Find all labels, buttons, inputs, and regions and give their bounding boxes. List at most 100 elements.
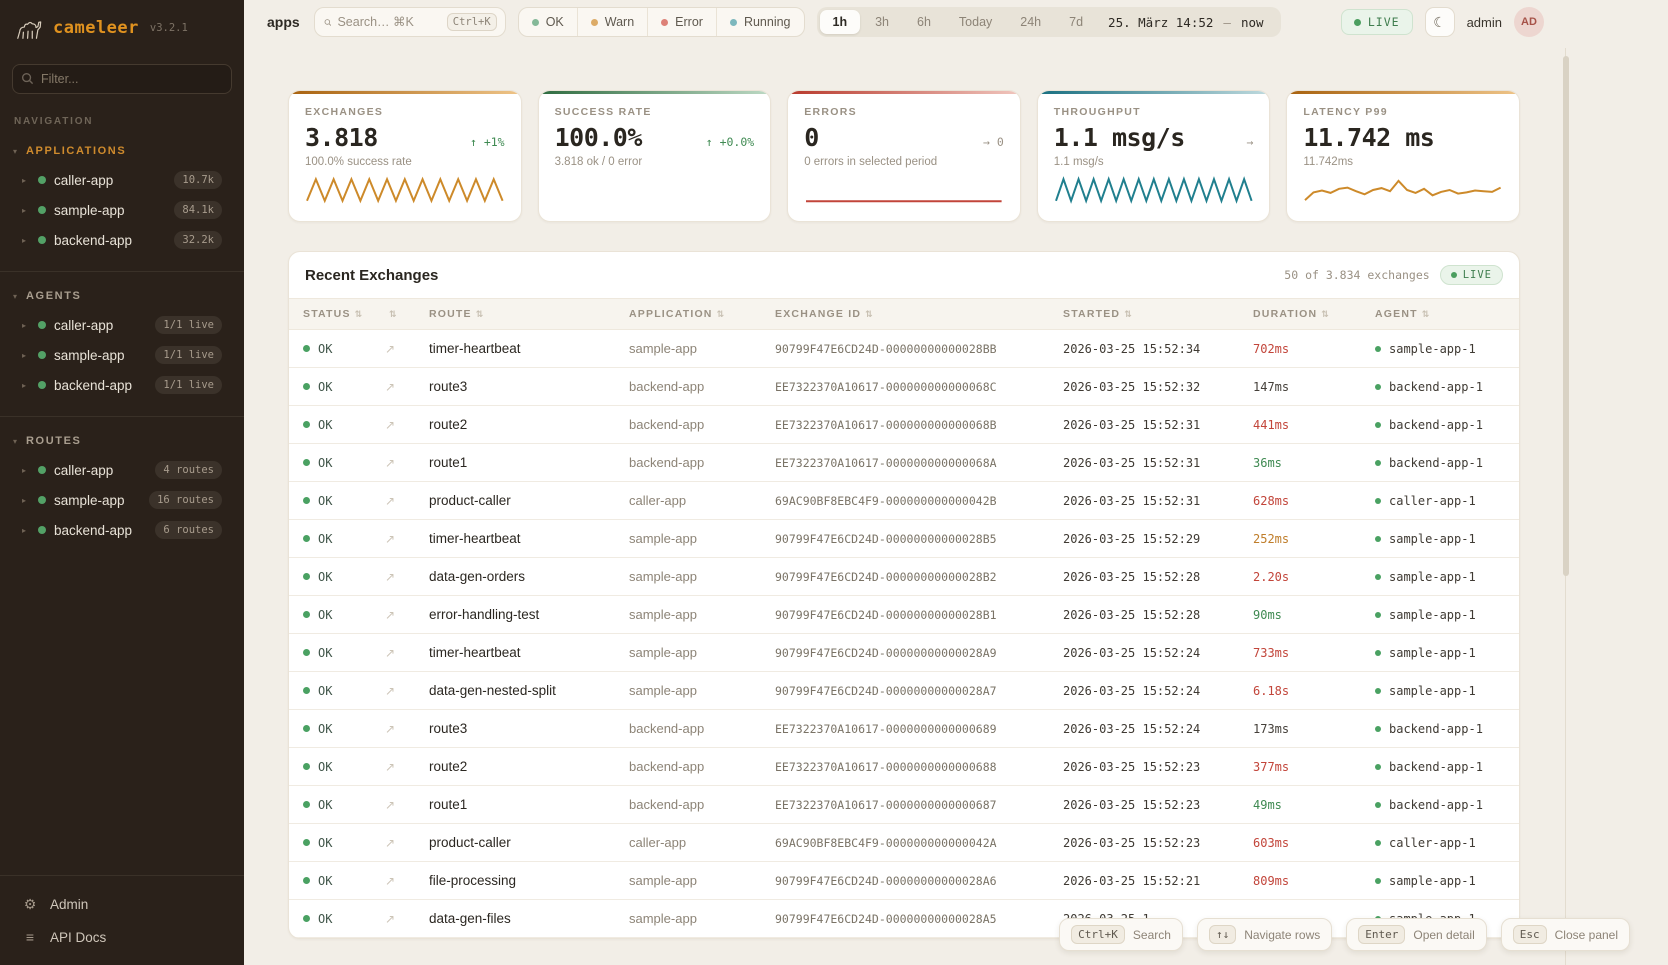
table-row[interactable]: OK ↗ error-handling-test sample-app 90799F47… [289,595,1519,634]
theme-toggle-button[interactable]: ☾ [1424,7,1455,37]
sidebar-item-sample-app[interactable]: ▸ sample-app 1/1 live [0,340,244,370]
status-text: OK [318,455,333,470]
sidebar-item-caller-app[interactable]: ▸ caller-app 10.7k [0,165,244,195]
item-badge: 4 routes [155,461,222,479]
filter-chip-error[interactable]: Error [647,8,716,36]
status-cell: OK [289,519,385,558]
table-row[interactable]: OK ↗ route1 backend-app EE7322370A10617-0000… [289,443,1519,482]
open-link-cell[interactable]: ↗ [385,481,429,520]
open-link-cell[interactable]: ↗ [385,861,429,900]
sidebar-item-api-docs[interactable]: ≡ API Docs [14,921,230,953]
hint-navigate-rows: ↑↓ Navigate rows [1196,918,1333,951]
live-badge[interactable]: LIVE [1340,9,1413,35]
table-row[interactable]: OK ↗ timer-heartbeat sample-app 90799F47E6CD… [289,519,1519,558]
table-row[interactable]: OK ↗ route1 backend-app EE7322370A10617-0000… [289,785,1519,824]
stat-card-latency-p99[interactable]: LATENCY P99 11.742 ms 11.742ms [1286,90,1520,222]
section-header-routes[interactable]: ▾ ROUTES [0,431,244,455]
sidebar-item-admin[interactable]: ⚙ Admin [14,888,230,921]
started-cell: 2026-03-25 15:52:29 [1063,519,1253,558]
range-button-today[interactable]: Today [958,15,993,29]
external-link-icon: ↗ [385,418,396,432]
avatar[interactable]: AD [1514,7,1544,37]
range-button-1h[interactable]: 1h [819,10,861,34]
open-link-cell[interactable]: ↗ [385,747,429,786]
column-header-agent[interactable]: AGENT ⇅ [1375,298,1519,330]
stat-card-throughput[interactable]: THROUGHPUT 1.1 msg/s → 1.1 msg/s [1036,90,1271,222]
open-link-cell[interactable]: ↗ [385,443,429,482]
sidebar-item-backend-app[interactable]: ▸ backend-app 6 routes [0,515,244,545]
column-header-duration[interactable]: DURATION ⇅ [1253,298,1375,330]
stat-card-exchanges[interactable]: EXCHANGES 3.818 ↑ +1% 100.0% success rate [288,90,522,222]
sidebar-item-sample-app[interactable]: ▸ sample-app 16 routes [0,485,244,515]
ok-dot-icon [303,535,310,542]
range-separator: — [1223,14,1231,30]
ok-dot-icon [303,573,310,580]
table-row[interactable]: OK ↗ route3 backend-app EE7322370A10617-0000… [289,709,1519,748]
column-header-exchange-id[interactable]: EXCHANGE ID ⇅ [775,298,1063,330]
open-link-cell[interactable]: ↗ [385,595,429,634]
sparkline-chart [306,176,504,204]
filter-chip-ok[interactable]: OK [519,8,577,36]
open-link-cell[interactable]: ↗ [385,519,429,558]
agent-dot-icon [1375,421,1381,428]
scrollbar-thumb[interactable] [1563,56,1569,576]
ok-dot-icon [303,687,310,694]
filter-chip-warn[interactable]: Warn [576,8,647,36]
sidebar-item-caller-app[interactable]: ▸ caller-app 4 routes [0,455,244,485]
column-header-application[interactable]: APPLICATION ⇅ [629,298,775,330]
open-link-cell[interactable]: ↗ [385,709,429,748]
open-link-cell[interactable]: ↗ [385,823,429,862]
external-link-icon: ↗ [385,570,396,584]
sidebar-item-backend-app[interactable]: ▸ backend-app 1/1 live [0,370,244,400]
application-cell: sample-app [629,595,775,634]
external-link-icon: ↗ [385,380,396,394]
app-logo[interactable]: cameleer v3.2.1 [0,0,244,54]
status-filter-group: OK Warn Error Running [517,7,805,37]
open-link-cell[interactable]: ↗ [385,367,429,406]
sidebar-item-caller-app[interactable]: ▸ caller-app 1/1 live [0,310,244,340]
table-row[interactable]: OK ↗ timer-heartbeat sample-app 90799F47E6CD… [289,633,1519,672]
open-link-cell[interactable]: ↗ [385,329,429,368]
open-link-cell[interactable]: ↗ [385,405,429,444]
table-row[interactable]: OK ↗ file-processing sample-app 90799F47E6CD… [289,861,1519,900]
column-header-expand[interactable]: ⇅ [385,298,429,330]
search-box[interactable]: Ctrl+K [313,7,506,37]
sidebar-item-backend-app[interactable]: ▸ backend-app 32.2k [0,225,244,255]
agent-value: backend-app-1 [1375,418,1511,432]
column-header-status[interactable]: STATUS ⇅ [289,298,385,330]
hint-search: Ctrl+K Search [1059,918,1183,951]
agent-cell: sample-app-1 [1375,861,1519,900]
hint-key: Enter [1358,925,1406,944]
filter-chip-running[interactable]: Running [715,8,804,36]
open-link-cell[interactable]: ↗ [385,557,429,596]
time-range-display[interactable]: 25. März 14:52 — now [1098,15,1277,30]
chip-label: Running [743,15,791,29]
sidebar-item-sample-app[interactable]: ▸ sample-app 84.1k [0,195,244,225]
panel-header-right: 50 of 3.834 exchanges LIVE [1284,265,1503,285]
range-button-6h[interactable]: 6h [917,15,931,29]
table-row[interactable]: OK ↗ route2 backend-app EE7322370A10617-0000… [289,747,1519,786]
range-button-7d[interactable]: 7d [1069,15,1084,29]
search-input[interactable] [337,15,441,29]
table-row[interactable]: OK ↗ product-caller caller-app 69AC90BF8EBC4… [289,481,1519,520]
section-header-applications[interactable]: ▾ APPLICATIONS [0,141,244,165]
open-link-cell[interactable]: ↗ [385,785,429,824]
range-button-24h[interactable]: 24h [1020,15,1042,29]
table-row[interactable]: OK ↗ data-gen-nested-split sample-app 90799F… [289,671,1519,710]
table-row[interactable]: OK ↗ data-gen-orders sample-app 90799F47E6CD… [289,557,1519,596]
range-button-3h[interactable]: 3h [875,15,890,29]
open-link-cell[interactable]: ↗ [385,671,429,710]
stat-card-errors[interactable]: ERRORS 0 → 0 0 errors in selected period [787,90,1021,222]
table-row[interactable]: OK ↗ route2 backend-app EE7322370A10617-0000… [289,405,1519,444]
open-link-cell[interactable]: ↗ [385,899,429,938]
table-row[interactable]: OK ↗ product-caller caller-app 69AC90BF8EBC4… [289,823,1519,862]
stat-card-success-rate[interactable]: SUCCESS RATE 100.0% ↑ +0.0% 3.818 ok / 0 er… [537,90,772,222]
table-row[interactable]: OK ↗ timer-heartbeat sample-app 90799F47E6CD… [289,329,1519,368]
open-link-cell[interactable]: ↗ [385,633,429,672]
exchange-id-cell: 90799F47E6CD24D-00000000000028B2 [775,557,1063,596]
filter-input[interactable] [12,64,232,94]
section-header-agents[interactable]: ▾ AGENTS [0,286,244,310]
column-header-started[interactable]: STARTED ⇅ [1063,298,1253,330]
table-row[interactable]: OK ↗ route3 backend-app EE7322370A10617-0000… [289,367,1519,406]
column-header-route[interactable]: ROUTE ⇅ [429,298,629,330]
